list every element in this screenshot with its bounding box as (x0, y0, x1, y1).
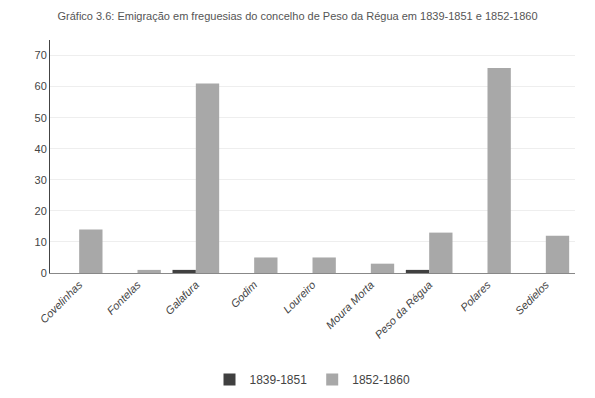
svg-text:Godim: Godim (228, 279, 259, 310)
svg-text:Sedielos: Sedielos (513, 278, 552, 317)
svg-text:1852-1860: 1852-1860 (352, 373, 410, 387)
svg-text:Fontelas: Fontelas (104, 278, 143, 317)
svg-text:Peso da Régua: Peso da Régua (372, 279, 434, 341)
svg-text:40: 40 (35, 143, 47, 155)
svg-text:70: 70 (35, 49, 47, 61)
svg-text:Polares: Polares (458, 278, 493, 313)
svg-text:50: 50 (35, 112, 47, 124)
svg-text:10: 10 (35, 236, 47, 248)
svg-text:Gráfico 3.6: Emigração em freg: Gráfico 3.6: Emigração em freguesias do … (57, 10, 537, 22)
svg-text:20: 20 (35, 205, 47, 217)
svg-text:Loureiro: Loureiro (281, 279, 318, 316)
svg-text:0: 0 (41, 267, 47, 279)
svg-text:60: 60 (35, 80, 47, 92)
svg-text:Galafura: Galafura (163, 279, 201, 317)
svg-text:Moura Morta: Moura Morta (324, 279, 377, 332)
svg-text:30: 30 (35, 174, 47, 186)
svg-text:Covelinhas: Covelinhas (38, 278, 85, 325)
svg-text:1839-1851: 1839-1851 (250, 373, 308, 387)
